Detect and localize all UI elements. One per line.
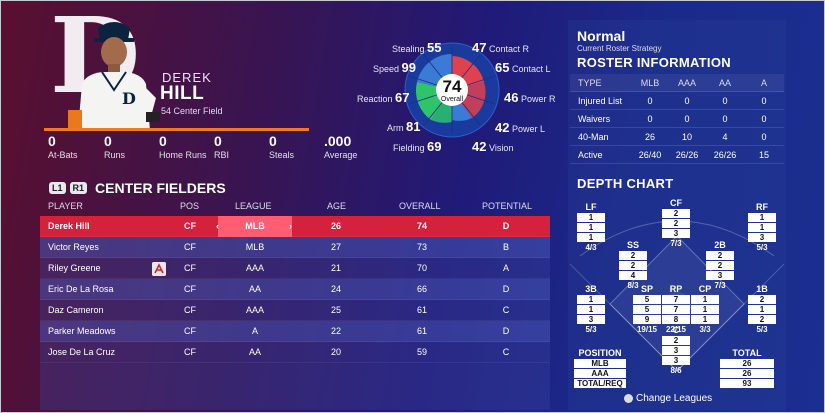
rating-stealing: Stealing 55 [392,40,442,55]
player-first-name: DEREK [162,70,212,85]
overall-rating-value: 74 [442,77,462,96]
stat-at-bats: 0 At-Bats [48,133,78,160]
col-potential: POTENTIAL [482,201,533,211]
table-row[interactable]: Parker Meadows CF A 22 61 D [40,321,550,342]
ratings-radar [404,42,500,138]
col-league: LEAGUE [235,201,272,211]
stat-runs: 0 Runs [104,133,126,160]
player-number-position: 54 Center Field [161,106,223,116]
col-pos: POS [180,201,200,211]
league-selector[interactable] [218,216,292,237]
roster-info-title: ROSTER INFORMATION [577,55,731,70]
r1-button[interactable]: R1 [69,182,88,194]
change-leagues-label: Change Leagues [636,393,713,404]
stat-steals: 0 Steals [269,133,295,160]
table-row[interactable]: Riley Greene CF AAA 21 70 A [40,258,550,279]
table-row[interactable]: Daz Cameron CF AAA 25 61 C [40,300,550,321]
table-row[interactable]: Victor Reyes CF MLB 27 73 B [40,237,550,258]
table-row[interactable]: Jose De La Cruz CF AA 20 59 C [40,342,550,363]
depth-total-summary: TOTAL 26 26 93 [720,348,774,388]
position-list-title: CENTER FIELDERS [95,180,226,196]
change-leagues-button[interactable]: Change Leagues [624,393,712,404]
col-age: AGE [327,201,347,211]
prospect-icon [152,262,166,276]
svg-text:D: D [122,89,136,108]
roster-strategy-subtitle: Current Roster Strategy [577,44,662,53]
rating-contact-l: 65 Contact L [495,60,551,75]
roster-row: 40-Man 26 10 4 0 [570,128,784,146]
season-stats: 0 At-Bats 0 Runs 0 Home Runs 0 RBI 0 Steals .… [44,134,374,164]
team-accent-bar [44,128,309,131]
stat-rbi: 0 RBI [214,133,230,160]
position-list-header: L1 R1 CENTER FIELDERS [49,180,226,196]
table-row-selected[interactable]: Derek Hill CF ‹ MLB › 26 74 D [40,216,550,237]
roster-strategy-name[interactable]: Normal [577,28,626,44]
roster-header-row: TYPE MLB AAA AA A [570,74,784,92]
rating-fielding: Fielding 69 [393,139,442,154]
player-last-name: HILL [160,83,205,104]
controller-button-icon [624,394,633,403]
roster-row: Active 26/40 26/26 26/26 15 [570,146,784,164]
overall-rating-label: Overall [440,96,464,103]
rating-vision: 42 Vision [472,139,514,154]
col-overall: OVERALL [399,201,441,211]
player-portrait: D [68,22,160,130]
l1-button[interactable]: L1 [49,182,66,194]
table-row[interactable]: Eric De La Rosa CF AA 24 66 D [40,279,550,300]
rating-power-r: 46 Power R [504,90,556,105]
rating-speed: Speed 99 [373,60,417,75]
rating-reaction: Reaction 67 [357,90,410,105]
stat-home-runs: 0 Home Runs [159,133,207,160]
col-player: PLAYER [48,201,83,211]
league-next-arrow[interactable]: › [289,221,292,231]
table-body: Derek Hill CF ‹ MLB › 26 74 D Victor Rey… [40,216,550,410]
players-table: PLAYER POS LEAGUE AGE OVERALL POTENTIAL … [40,197,550,410]
stat-average: .000 Average [324,133,358,160]
league-prev-arrow[interactable]: ‹ [216,221,219,231]
depth-position-summary: POSITION MLB AAA TOTAL/REQ [574,348,626,388]
depth-chart-title: DEPTH CHART [577,176,674,191]
rating-arm: Arm 81 [387,119,421,134]
rating-power-l: 42 Power L [495,120,546,135]
table-header: PLAYER POS LEAGUE AGE OVERALL POTENTIAL [40,197,550,215]
rating-contact-r: 47 Contact R [472,40,530,55]
